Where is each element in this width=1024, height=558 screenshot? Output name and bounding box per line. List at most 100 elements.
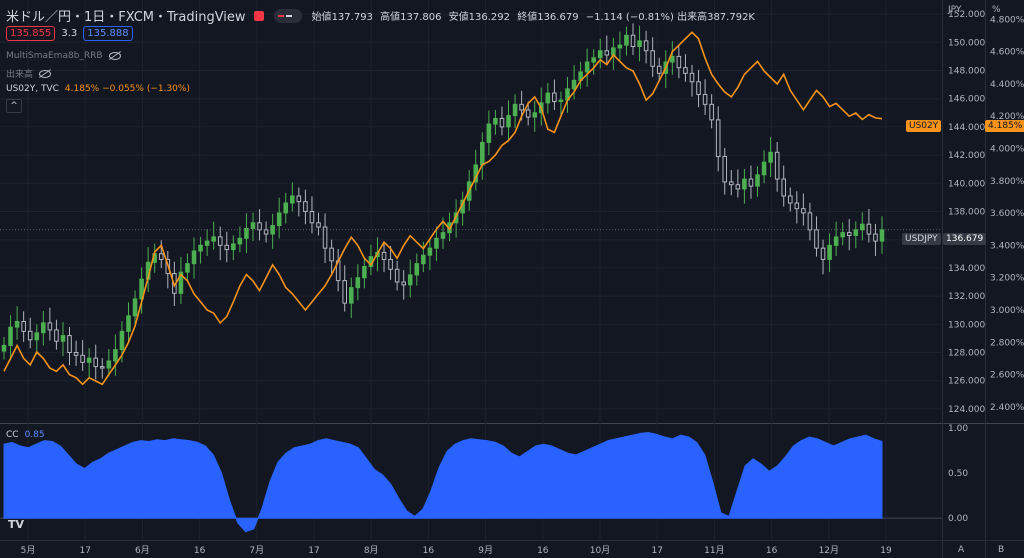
candle-body: [827, 244, 832, 260]
candle-body: [722, 156, 728, 183]
jpy-tick-label: 140.000: [948, 179, 985, 189]
jpy-tick-label: 134.000: [948, 264, 985, 274]
candle-body: [263, 229, 269, 235]
market-closed-icon: [253, 10, 264, 21]
collapse-legend-button[interactable]: ^: [6, 99, 22, 113]
compare-toggle[interactable]: [273, 8, 302, 23]
us02y-legend[interactable]: US02Y, TVC 4.185% −0.055% (−1.30%): [6, 84, 190, 94]
candle-body: [584, 61, 590, 73]
candle-body: [860, 223, 865, 231]
x-tick-label: 6月: [135, 545, 150, 556]
tradingview-logo[interactable]: TV: [8, 518, 25, 531]
candle-body: [525, 109, 531, 118]
x-tick-label: 8月: [364, 545, 379, 556]
change-value: −1.114 (−0.81%): [585, 12, 674, 23]
candle-body: [866, 223, 872, 235]
jpy-tick-label: 148.000: [948, 67, 985, 77]
candle-body: [388, 258, 393, 270]
candle-body: [191, 250, 197, 265]
close-value: 136.679: [537, 12, 579, 23]
candle-body: [342, 280, 348, 304]
scale-auto-button[interactable]: A: [958, 545, 965, 555]
candle-body: [656, 65, 662, 74]
candle-body: [283, 202, 289, 214]
jpy-tick-label: 126.000: [948, 377, 985, 387]
pct-tick-label: 2.400%: [990, 403, 1024, 413]
candle-body: [486, 123, 492, 143]
candle-body: [493, 117, 498, 125]
usdjpy-series-tag: USDJPY: [902, 233, 941, 245]
candle-body: [840, 232, 845, 238]
symbol-title[interactable]: 米ドル／円・1日・FXCM・TradingView: [6, 10, 246, 25]
jpy-tick-label: 152.000: [948, 10, 985, 20]
candle-body: [801, 208, 806, 214]
candle-body: [670, 55, 675, 63]
us02y-value: 4.185% −0.055% (−1.30%): [64, 84, 190, 94]
candle-body: [637, 40, 642, 48]
candle-body: [106, 360, 112, 369]
candle-body: [99, 366, 105, 369]
cc-legend[interactable]: CC 0.85: [6, 430, 45, 440]
candle-body: [558, 99, 564, 103]
jpy-tick-label: 144.000: [948, 123, 985, 133]
ohlc-readout: 始値137.793 高値137.806 安値136.292 終値136.679 …: [312, 8, 759, 23]
x-tick-label: 5月: [21, 545, 36, 556]
ema-indicator-name: MultiSmaEma8b_RRB: [6, 51, 103, 61]
sell-button[interactable]: 135.855: [6, 26, 56, 41]
ema-indicator-legend[interactable]: MultiSmaEma8b_RRB: [6, 51, 121, 61]
candle-body: [768, 151, 773, 163]
candle-body: [132, 298, 138, 317]
close-label: 終値: [517, 12, 538, 23]
volume-value: 387.792K: [707, 12, 755, 23]
candle-body: [178, 271, 184, 294]
candle-body: [571, 79, 577, 90]
candle-body: [257, 222, 262, 231]
cc-value: 0.85: [24, 430, 45, 440]
candle-body: [296, 195, 302, 203]
candle-body: [480, 141, 485, 166]
volume-indicator-legend[interactable]: 出来高: [6, 67, 52, 80]
candle-body: [748, 178, 754, 187]
candle-body: [552, 92, 557, 103]
candle-body: [276, 212, 282, 227]
cc-tick-label: 0.00: [948, 514, 968, 524]
candle-body: [316, 222, 321, 228]
x-tick-label: 10月: [590, 545, 610, 556]
scale-b-button[interactable]: B: [998, 545, 1005, 555]
candle-body: [820, 247, 826, 260]
candle-body: [624, 34, 629, 46]
jpy-tick-label: 138.000: [948, 208, 985, 218]
pct-axis-title: %: [992, 5, 1001, 15]
us02y-series-tag: US02Y: [906, 120, 942, 132]
candle-body: [21, 320, 26, 332]
candle-body: [814, 229, 819, 249]
candle-body: [54, 329, 59, 342]
buy-button[interactable]: 135.888: [83, 26, 133, 41]
candle-body: [204, 240, 210, 246]
hidden-eye-icon[interactable]: [108, 52, 121, 60]
pct-tick-label: 3.600%: [990, 209, 1024, 219]
x-tick-label: 12月: [819, 545, 839, 556]
candle-body: [290, 195, 295, 204]
candle-body: [362, 265, 367, 279]
jpy-tick-label: 132.000: [948, 292, 985, 302]
pct-tick-label: 3.000%: [990, 306, 1024, 316]
candle-body: [643, 40, 649, 52]
jpy-tick-label: 124.000: [948, 405, 985, 415]
jpy-tick-label: 150.000: [948, 38, 985, 48]
cc-tick-label: 0.50: [948, 469, 968, 479]
x-tick-label: 16: [537, 546, 549, 556]
candle-body: [499, 117, 505, 128]
candle-body: [73, 352, 79, 356]
x-tick-label: 16: [194, 546, 206, 556]
candle-body: [80, 354, 85, 363]
open-value: 137.793: [331, 12, 373, 23]
candle-body: [833, 236, 839, 246]
usdjpy-price-tag: 136.679: [943, 233, 987, 245]
x-tick-label: 17: [651, 546, 662, 556]
pct-tick-label: 3.200%: [990, 274, 1024, 284]
cc-name: CC: [6, 430, 19, 440]
x-tick-label: 11月: [704, 545, 724, 556]
hidden-eye-icon[interactable]: [39, 69, 52, 78]
